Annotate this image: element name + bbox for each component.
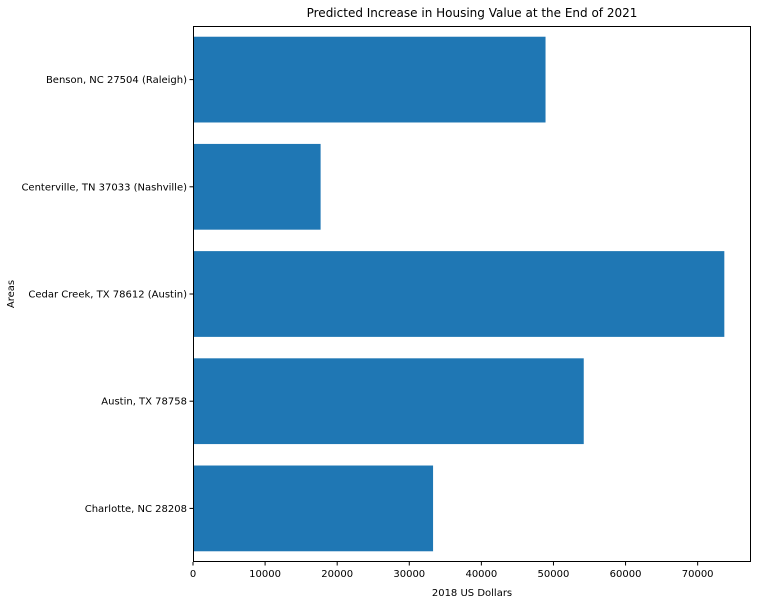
y-tick-label: Benson, NC 27504 (Raleigh) bbox=[46, 75, 187, 86]
bar bbox=[193, 358, 584, 445]
y-tick-label: Centerville, TN 37033 (Nashville) bbox=[21, 182, 187, 193]
bar bbox=[193, 465, 434, 552]
x-tick-label: 20000 bbox=[321, 569, 353, 580]
bar bbox=[193, 251, 725, 337]
x-tick-label: 10000 bbox=[249, 569, 281, 580]
x-tick-label: 30000 bbox=[393, 569, 425, 580]
bar bbox=[193, 36, 546, 123]
y-tick-label: Cedar Creek, TX 78612 (Austin) bbox=[28, 290, 187, 301]
y-axis-ticks: Benson, NC 27504 (Raleigh) Centerville, T… bbox=[21, 75, 193, 515]
y-tick-label: Austin, TX 78758 bbox=[101, 397, 187, 408]
plot-frame bbox=[193, 26, 751, 562]
x-tick-label: 50000 bbox=[538, 569, 570, 580]
x-axis-title: 2018 US Dollars bbox=[432, 588, 512, 599]
y-axis-title: Areas bbox=[6, 280, 17, 308]
x-tick-label: 0 bbox=[190, 569, 196, 580]
x-tick-label: 40000 bbox=[465, 569, 497, 580]
bar bbox=[193, 143, 321, 230]
y-tick-label: Charlotte, NC 28208 bbox=[85, 504, 187, 515]
bars-group bbox=[193, 36, 725, 552]
chart-title: Predicted Increase in Housing Value at t… bbox=[307, 6, 638, 20]
x-axis-ticks: 0 10000 20000 30000 40000 50000 60000 70000 bbox=[190, 562, 714, 580]
x-tick-label: 70000 bbox=[682, 569, 714, 580]
x-tick-label: 60000 bbox=[610, 569, 642, 580]
